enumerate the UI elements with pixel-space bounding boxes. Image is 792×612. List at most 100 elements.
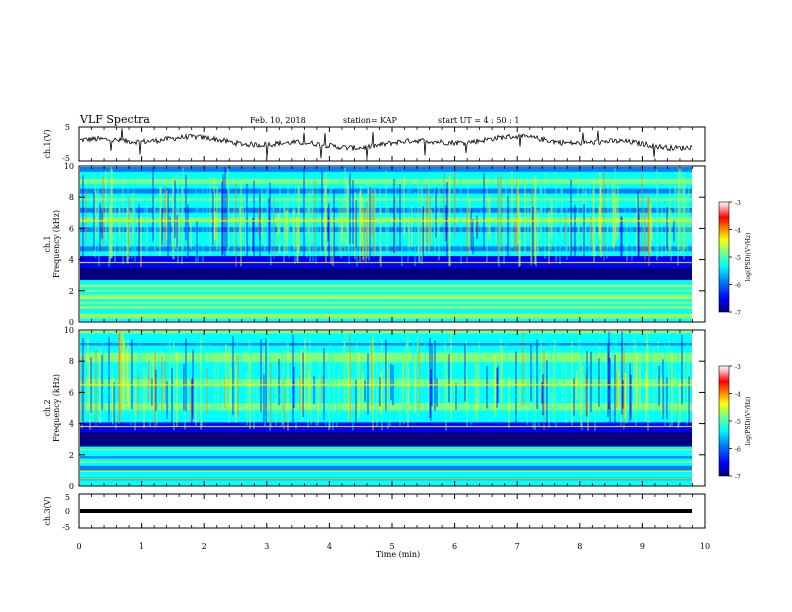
spectrogram-band <box>80 263 692 266</box>
xtick-label: 5 <box>389 542 394 551</box>
xtick-label: 7 <box>515 542 520 551</box>
spectrogram-band <box>80 306 692 310</box>
spectrogram-band <box>80 420 692 423</box>
colorbar-tick-label: -4 <box>735 392 741 399</box>
spectrogram-band <box>80 331 692 334</box>
ch3-waveform-ylabel: ch.3(V) <box>43 496 52 525</box>
colorbar-tick-label: -5 <box>735 419 741 426</box>
spectrogram-blank <box>692 331 705 485</box>
spectrogram-band <box>80 272 692 276</box>
spectrogram-band <box>80 275 692 278</box>
spectrogram-band <box>80 422 692 426</box>
ch2-spectrogram-ytick-label: 8 <box>69 357 74 366</box>
spectrogram-band <box>80 256 692 259</box>
ch1-colorbar: -3 -4 -5 -6 -7 log(PSD)(V²/Hz) <box>718 200 752 317</box>
spectrogram-band <box>80 268 692 271</box>
spectrogram-band <box>80 451 692 455</box>
spectrogram-band <box>80 463 692 467</box>
spectrogram-band <box>80 410 692 414</box>
start-time-label: start UT = 4 : 50 : 1 <box>438 116 519 125</box>
spectrogram-band <box>80 299 692 303</box>
spectrogram-band <box>80 282 692 286</box>
spectrogram-band <box>80 427 692 430</box>
xtick-label: 4 <box>327 542 332 551</box>
spectrogram-band <box>80 446 692 450</box>
spectrogram-band <box>80 301 692 305</box>
ch1-spectrogram-ytick-label: 4 <box>69 256 74 265</box>
colorbar-tick-label: -7 <box>735 474 741 481</box>
spectrogram-band <box>80 468 692 471</box>
spectrogram-band <box>80 258 692 262</box>
spectrogram-band <box>80 417 692 421</box>
spectrogram-band <box>80 415 692 418</box>
ch3-waveform-panel: 5 0 -5 ch.3(V) <box>43 493 706 532</box>
xtick-label: 3 <box>264 542 269 551</box>
ch2-spectrogram-ytick-label: 10 <box>64 326 74 335</box>
spectrogram-band <box>80 294 692 298</box>
spectrogram-band <box>80 277 692 281</box>
date-label: Feb. 10, 2018 <box>250 116 306 125</box>
spectrogram-band <box>80 270 692 274</box>
spectrogram-band <box>80 167 692 170</box>
spectrogram-band <box>80 412 692 416</box>
spectrogram-band <box>80 475 692 479</box>
ch2-spectrogram-ytick-label: 2 <box>69 451 74 460</box>
colorbar-tick-label: -7 <box>735 310 741 317</box>
spectrogram-band <box>80 335 692 339</box>
spectrogram-band <box>80 482 692 486</box>
spectrogram-band <box>80 253 692 257</box>
spectrogram-band <box>80 456 692 459</box>
ch1-spectrogram-ylabel-channel: ch.1 <box>43 235 52 252</box>
ch3-ytick-top: 5 <box>65 493 70 502</box>
spectrogram-band <box>80 458 692 462</box>
ch2-colorbar: -3 -4 -5 -6 -7 log(PSD)(V²/Hz) <box>718 364 752 481</box>
spectrogram-band <box>80 292 692 295</box>
colorbar-tick-label: -5 <box>735 255 741 262</box>
spectrogram-band <box>80 308 692 312</box>
ch1-spectrogram-ytick-label: 6 <box>69 224 74 233</box>
ch1-colorbar-gradient <box>718 201 730 313</box>
ch1-waveform-trace <box>80 128 693 159</box>
ch2-spectrogram-ylabel-channel: ch.2 <box>43 399 52 416</box>
ch1-spectrogram-ytick-label: 2 <box>69 287 74 296</box>
spectrogram-band <box>80 289 692 293</box>
colorbar-tick-label: -6 <box>735 447 741 454</box>
ch3-ytick-mid: 0 <box>65 507 70 516</box>
spectrogram-band <box>80 304 692 307</box>
ch1-spectrogram-image <box>80 167 705 322</box>
spectrogram-band <box>80 429 692 433</box>
ch1-waveform-panel: 5 -5 ch.1(V) <box>43 123 706 163</box>
ch1-spectrogram-ylabel-freq: Frequency (kHz) <box>52 210 61 278</box>
ch2-spectrogram-ytick-label: 4 <box>69 420 74 429</box>
colorbar-tick-label: -3 <box>735 364 741 371</box>
xtick-label: 8 <box>577 542 582 551</box>
spectrogram-band <box>80 434 692 438</box>
spectrogram-band <box>80 444 692 447</box>
figure-title: VLF Spectra <box>79 113 150 126</box>
ch2-spectrogram-ytick-label: 6 <box>69 388 74 397</box>
spectrogram-band <box>80 265 692 269</box>
xtick-label: 10 <box>700 542 710 551</box>
spectrogram-band <box>80 453 692 457</box>
ch2-spectrogram-ytick-label: 0 <box>69 482 74 491</box>
xtick-label: 2 <box>202 542 207 551</box>
ch2-colorbar-label: log(PSD)(V²/Hz) <box>745 397 752 446</box>
spectrogram-band <box>80 470 692 474</box>
spectrogram-band <box>80 280 692 283</box>
ch1-ytick-bottom: -5 <box>62 154 70 163</box>
spectrogram-band <box>80 472 692 476</box>
spectrogram-band <box>80 311 692 315</box>
spectrogram-band <box>80 318 692 322</box>
spectrogram-band <box>80 432 692 435</box>
spectrogram-band <box>80 448 692 452</box>
spectrogram-band <box>80 316 692 319</box>
ch1-colorbar-label: log(PSD)(V²/Hz) <box>745 233 752 282</box>
ch2-colorbar-gradient <box>718 365 730 477</box>
spectrogram-band <box>80 480 692 483</box>
spectrogram-band <box>80 436 692 440</box>
xtick-label: 9 <box>640 542 645 551</box>
ch1-waveform-frame <box>78 126 706 162</box>
xtick-label: 1 <box>139 542 144 551</box>
spectrogram-band <box>80 441 692 445</box>
